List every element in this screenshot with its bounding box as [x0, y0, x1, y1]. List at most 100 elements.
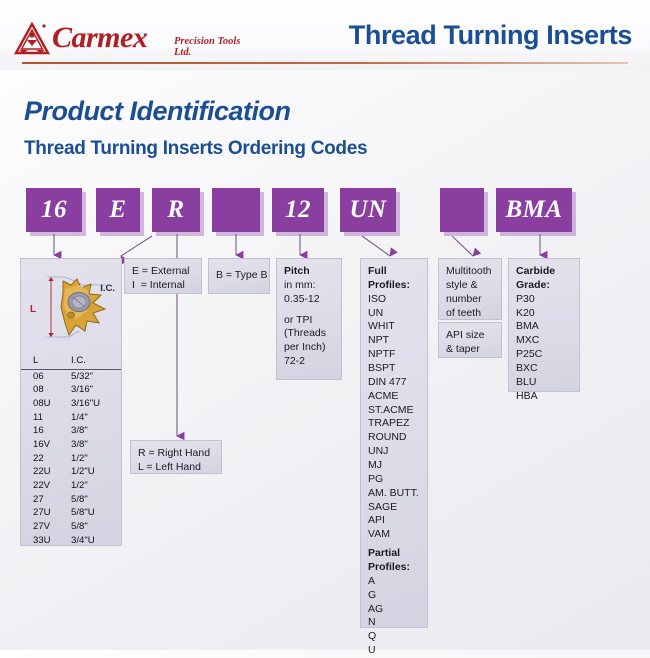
list-item: BSPT	[368, 362, 396, 375]
column-header-l: L	[21, 355, 65, 370]
page-header: Carmex Precision Tools Ltd. Thread Turni…	[0, 0, 650, 70]
cell-l: 27U	[33, 507, 51, 519]
insert-shape-icon	[47, 276, 109, 338]
pitch-title: Pitch	[284, 265, 310, 277]
list-item: SAGE	[368, 500, 398, 513]
pitch-tpi-range: 72-2	[284, 355, 306, 368]
cell-l: 22U	[33, 466, 51, 478]
list-item: U	[368, 644, 376, 657]
cell-ic: 3/4"U	[71, 534, 95, 546]
cell-l: 27V	[33, 520, 51, 532]
list-item: G	[368, 588, 377, 601]
carmex-triangle-logo-icon	[14, 22, 50, 55]
carbide-grade-list: P30 K20 BMA MXC P25C BXC BLU HBA	[516, 293, 572, 404]
table-row: 22U 1/2"U	[21, 465, 121, 479]
table-row: 16V 3/8"	[21, 438, 121, 452]
table-row: 08U 3/16"U	[21, 397, 121, 411]
list-item: HBA	[516, 389, 538, 402]
list-item: K20	[516, 306, 535, 319]
table-row: 22 1/2"	[21, 452, 121, 466]
page-title: Product Identification	[24, 96, 291, 126]
cell-ic: 3/8"	[71, 425, 88, 437]
list-item: BLU	[516, 375, 537, 388]
line-internal: I = Internal	[132, 278, 185, 291]
code-box-4[interactable]	[212, 188, 260, 232]
cell-ic: 5/8"U	[71, 507, 95, 519]
table-row: 27U 5/8"U	[21, 506, 121, 520]
list-item: A	[368, 574, 376, 587]
list-item: NPTF	[368, 348, 396, 361]
list-item: ROUND	[368, 431, 407, 444]
header-title: Thread Turning Inserts	[348, 20, 633, 50]
list-item: ISO	[368, 292, 387, 305]
code-box-7[interactable]	[440, 188, 484, 232]
cell-ic: 3/16"U	[71, 397, 101, 409]
table-header-row: L I.C.	[21, 355, 121, 370]
code-box-5[interactable]: 12	[272, 188, 324, 232]
panel-external-internal: E = External I = Internal	[124, 258, 202, 294]
multitooth-line-3: number	[446, 292, 482, 305]
code-box-8[interactable]: BMA	[496, 188, 572, 232]
multitooth-line-2: style &	[446, 278, 478, 291]
cell-l: 33U	[33, 534, 51, 546]
panel-profiles: Full Profiles: ISO UN WHIT NPT NPTF BSPT DIN 4…	[360, 258, 428, 656]
cell-ic: 3/16"	[71, 384, 94, 396]
carbide-title-line2: Grade:	[516, 278, 550, 291]
full-profiles-title-line2: Profiles:	[368, 278, 411, 291]
l-ic-table: L I.C. 06 5/32" 08 3/16" 08U 3/16"U 11 1/4" 16 3/…	[21, 355, 121, 547]
partial-profiles-title-line2: Profiles:	[368, 561, 411, 574]
panel-type-b: B = Type B	[208, 258, 270, 294]
panel-pitch: Pitch in mm: 0.35-12 or TPI (Threads per…	[276, 258, 342, 380]
panel-api-size: API size & taper	[438, 322, 502, 358]
l-dimension-label: L	[30, 304, 37, 315]
list-item: VAM	[368, 528, 390, 541]
cell-l: 08	[33, 384, 44, 396]
cell-l: 22	[33, 452, 44, 464]
table-row: 27 5/8"	[21, 493, 121, 507]
list-item: P25C	[516, 348, 543, 361]
panel-right-left-hand: R = Right Hand L = Left Hand	[130, 440, 222, 474]
full-profiles-title-line1: Full	[368, 265, 387, 277]
list-item: PG	[368, 472, 384, 485]
list-item: BXC	[516, 362, 538, 375]
line-type-b: B = Type B	[216, 269, 268, 282]
table-row: 06 5/32"	[21, 369, 121, 383]
partial-profiles-list: A G AG N Q U	[368, 575, 420, 658]
partial-profiles-title-line1: Partial	[368, 547, 401, 560]
carbide-title-line1: Carbide	[516, 265, 556, 277]
code-box-1[interactable]: 16	[26, 188, 82, 232]
list-item: AM. BUTT.	[368, 486, 419, 499]
cell-ic: 3/8"	[71, 438, 88, 450]
cell-l: 08U	[33, 397, 51, 409]
list-item: WHIT	[368, 320, 395, 333]
code-box-6[interactable]: UN	[340, 188, 396, 232]
panel-carbide-grade: Carbide Grade: P30 K20 BMA MXC P25C BXC BLU HBA	[508, 258, 580, 402]
table-row: 33U 3/4"U	[21, 534, 121, 548]
list-item: ST.ACME	[368, 403, 414, 416]
code-box-3[interactable]: R	[152, 188, 200, 232]
list-item: DIN 477	[368, 375, 407, 388]
api-line-1: API size	[446, 329, 485, 341]
list-item: AG	[368, 602, 384, 615]
pitch-mm-range: 0.35-12	[284, 292, 320, 305]
cell-ic: 1/2"U	[71, 466, 95, 478]
header-divider	[22, 62, 628, 64]
brand-name: Carmex	[52, 21, 148, 54]
list-item: MXC	[516, 334, 540, 347]
list-item: P30	[516, 292, 535, 305]
panel-multitooth: Multitooth style & number of teeth	[438, 258, 502, 320]
pitch-tpi-note1: (Threads	[284, 327, 327, 340]
list-item: UN	[368, 306, 384, 319]
cell-l: 16	[33, 425, 44, 437]
table-row: 08 3/16"	[21, 383, 121, 397]
multitooth-line-4: of teeth	[446, 306, 482, 319]
code-box-2[interactable]: E	[96, 188, 140, 232]
list-item: ACME	[368, 389, 399, 402]
brand-tagline: Precision Tools Ltd.	[174, 36, 241, 58]
list-item: MJ	[368, 459, 382, 472]
column-header-ic: I.C.	[65, 355, 121, 370]
carmex-logo: Carmex Precision Tools Ltd.	[14, 21, 246, 58]
cell-ic: 5/8"	[71, 493, 88, 505]
line-right-hand: R = Right Hand	[138, 447, 211, 459]
line-left-hand: L = Left Hand	[138, 460, 201, 473]
